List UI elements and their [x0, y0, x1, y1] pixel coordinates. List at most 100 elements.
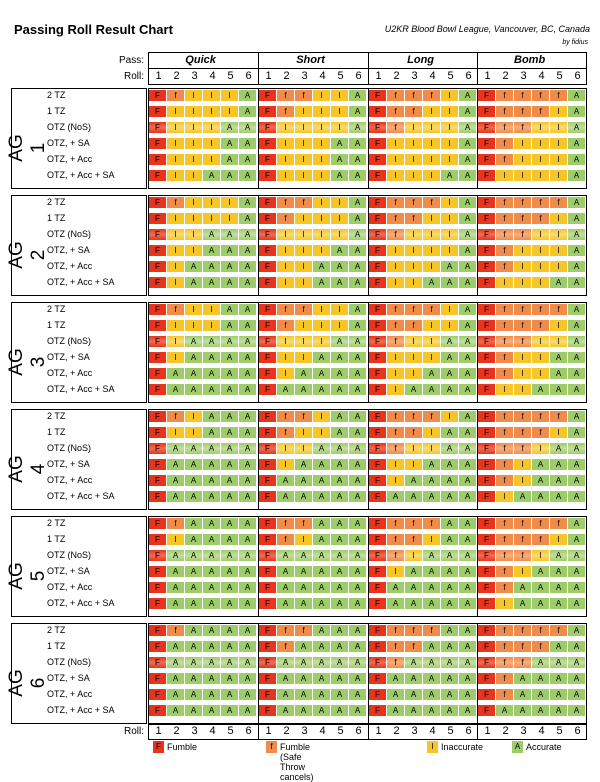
ag-group-label: AG 3 [6, 348, 49, 376]
result-cell: I [167, 427, 185, 439]
result-cell: A [514, 582, 532, 594]
result-cell: A [349, 106, 367, 118]
result-cell: f [550, 411, 568, 423]
result-cell: I [405, 352, 423, 364]
footer-roll-number: 5 [227, 725, 234, 737]
result-cell: A [459, 368, 477, 380]
result-cell: A [239, 705, 257, 717]
result-cell: I [277, 245, 295, 257]
result-cell: I [295, 106, 313, 118]
result-cell: I [405, 138, 423, 150]
tackle-zone-row-label: OTZ (NoS) [47, 229, 91, 239]
result-cell: F [149, 384, 167, 396]
result-cell: A [423, 657, 441, 669]
result-cell: A [203, 384, 221, 396]
result-cell: f [496, 368, 514, 380]
result-cell: A [239, 277, 257, 289]
result-cell: A [349, 320, 367, 332]
result-cell: f [514, 197, 532, 209]
result-cell: f [405, 90, 423, 102]
result-cell: F [478, 122, 496, 134]
roll-number: 3 [411, 70, 418, 82]
result-cell: I [203, 213, 221, 225]
tackle-zone-row-label: OTZ (NoS) [47, 443, 91, 453]
tackle-zone-row-label: 1 TZ [47, 641, 66, 651]
footer-roll-label: Roll: [123, 726, 144, 737]
result-cell: A [568, 705, 586, 717]
result-cell: f [514, 122, 532, 134]
result-cell: A [568, 122, 586, 134]
roll-number: 1 [155, 70, 162, 82]
result-cell: A [349, 598, 367, 610]
group-col-divider [368, 409, 369, 510]
result-cell: f [514, 304, 532, 316]
tackle-zone-row-label: 2 TZ [47, 518, 66, 528]
result-cell: I [423, 245, 441, 257]
result-cell: f [405, 641, 423, 653]
result-cell: F [478, 427, 496, 439]
result-cell: I [441, 154, 459, 166]
roll-number: 6 [574, 70, 581, 82]
result-cell: A [568, 170, 586, 182]
header-mid-line [148, 68, 586, 69]
result-cell: A [459, 320, 477, 332]
result-cell: A [239, 106, 257, 118]
result-cell: f [496, 518, 514, 530]
result-cell: A [532, 459, 550, 471]
result-cell: A [459, 170, 477, 182]
result-cell: A [550, 368, 568, 380]
result-cell: I [331, 106, 349, 118]
result-cell: I [514, 170, 532, 182]
result-cell: F [259, 122, 277, 134]
result-cell: A [277, 705, 295, 717]
result-cell: A [459, 411, 477, 423]
result-cell: A [459, 304, 477, 316]
roll-number: 6 [245, 70, 252, 82]
result-cell: A [514, 491, 532, 503]
result-cell: A [313, 550, 331, 562]
result-cell: f [514, 411, 532, 423]
result-cell: f [496, 689, 514, 701]
result-cell: I [423, 534, 441, 546]
result-cell: F [478, 518, 496, 530]
result-cell: A [459, 384, 477, 396]
group-col-divider [368, 623, 369, 724]
group-col-divider [258, 623, 259, 724]
footer-roll-number: 5 [447, 725, 454, 737]
result-cell: A [349, 689, 367, 701]
result-cell: f [496, 261, 514, 273]
result-cell: I [167, 154, 185, 166]
tackle-zone-row-label: OTZ, + Acc [47, 368, 93, 378]
result-cell: A [203, 336, 221, 348]
result-cell: F [259, 641, 277, 653]
tackle-zone-row-label: 2 TZ [47, 90, 66, 100]
result-cell: f [295, 518, 313, 530]
result-cell: F [259, 582, 277, 594]
result-cell: A [349, 336, 367, 348]
result-cell: A [313, 598, 331, 610]
result-cell: F [259, 625, 277, 637]
result-cell: A [185, 705, 203, 717]
result-cell: F [369, 491, 387, 503]
result-cell: F [478, 625, 496, 637]
roll-number: 2 [173, 70, 180, 82]
result-cell: I [313, 320, 331, 332]
result-cell: A [387, 582, 405, 594]
result-cell: I [185, 411, 203, 423]
result-cell: F [149, 689, 167, 701]
result-cell: I [405, 261, 423, 273]
roll-number: 2 [502, 70, 509, 82]
roll-number: 1 [265, 70, 272, 82]
result-cell: f [277, 213, 295, 225]
result-cell: I [313, 229, 331, 241]
result-cell: A [221, 368, 239, 380]
result-cell: A [459, 229, 477, 241]
result-cell: F [259, 336, 277, 348]
result-cell: A [221, 459, 239, 471]
roll-number: 2 [283, 70, 290, 82]
result-cell: I [423, 154, 441, 166]
result-cell: A [532, 491, 550, 503]
result-cell: f [496, 90, 514, 102]
result-cell: f [423, 90, 441, 102]
result-cell: A [459, 705, 477, 717]
